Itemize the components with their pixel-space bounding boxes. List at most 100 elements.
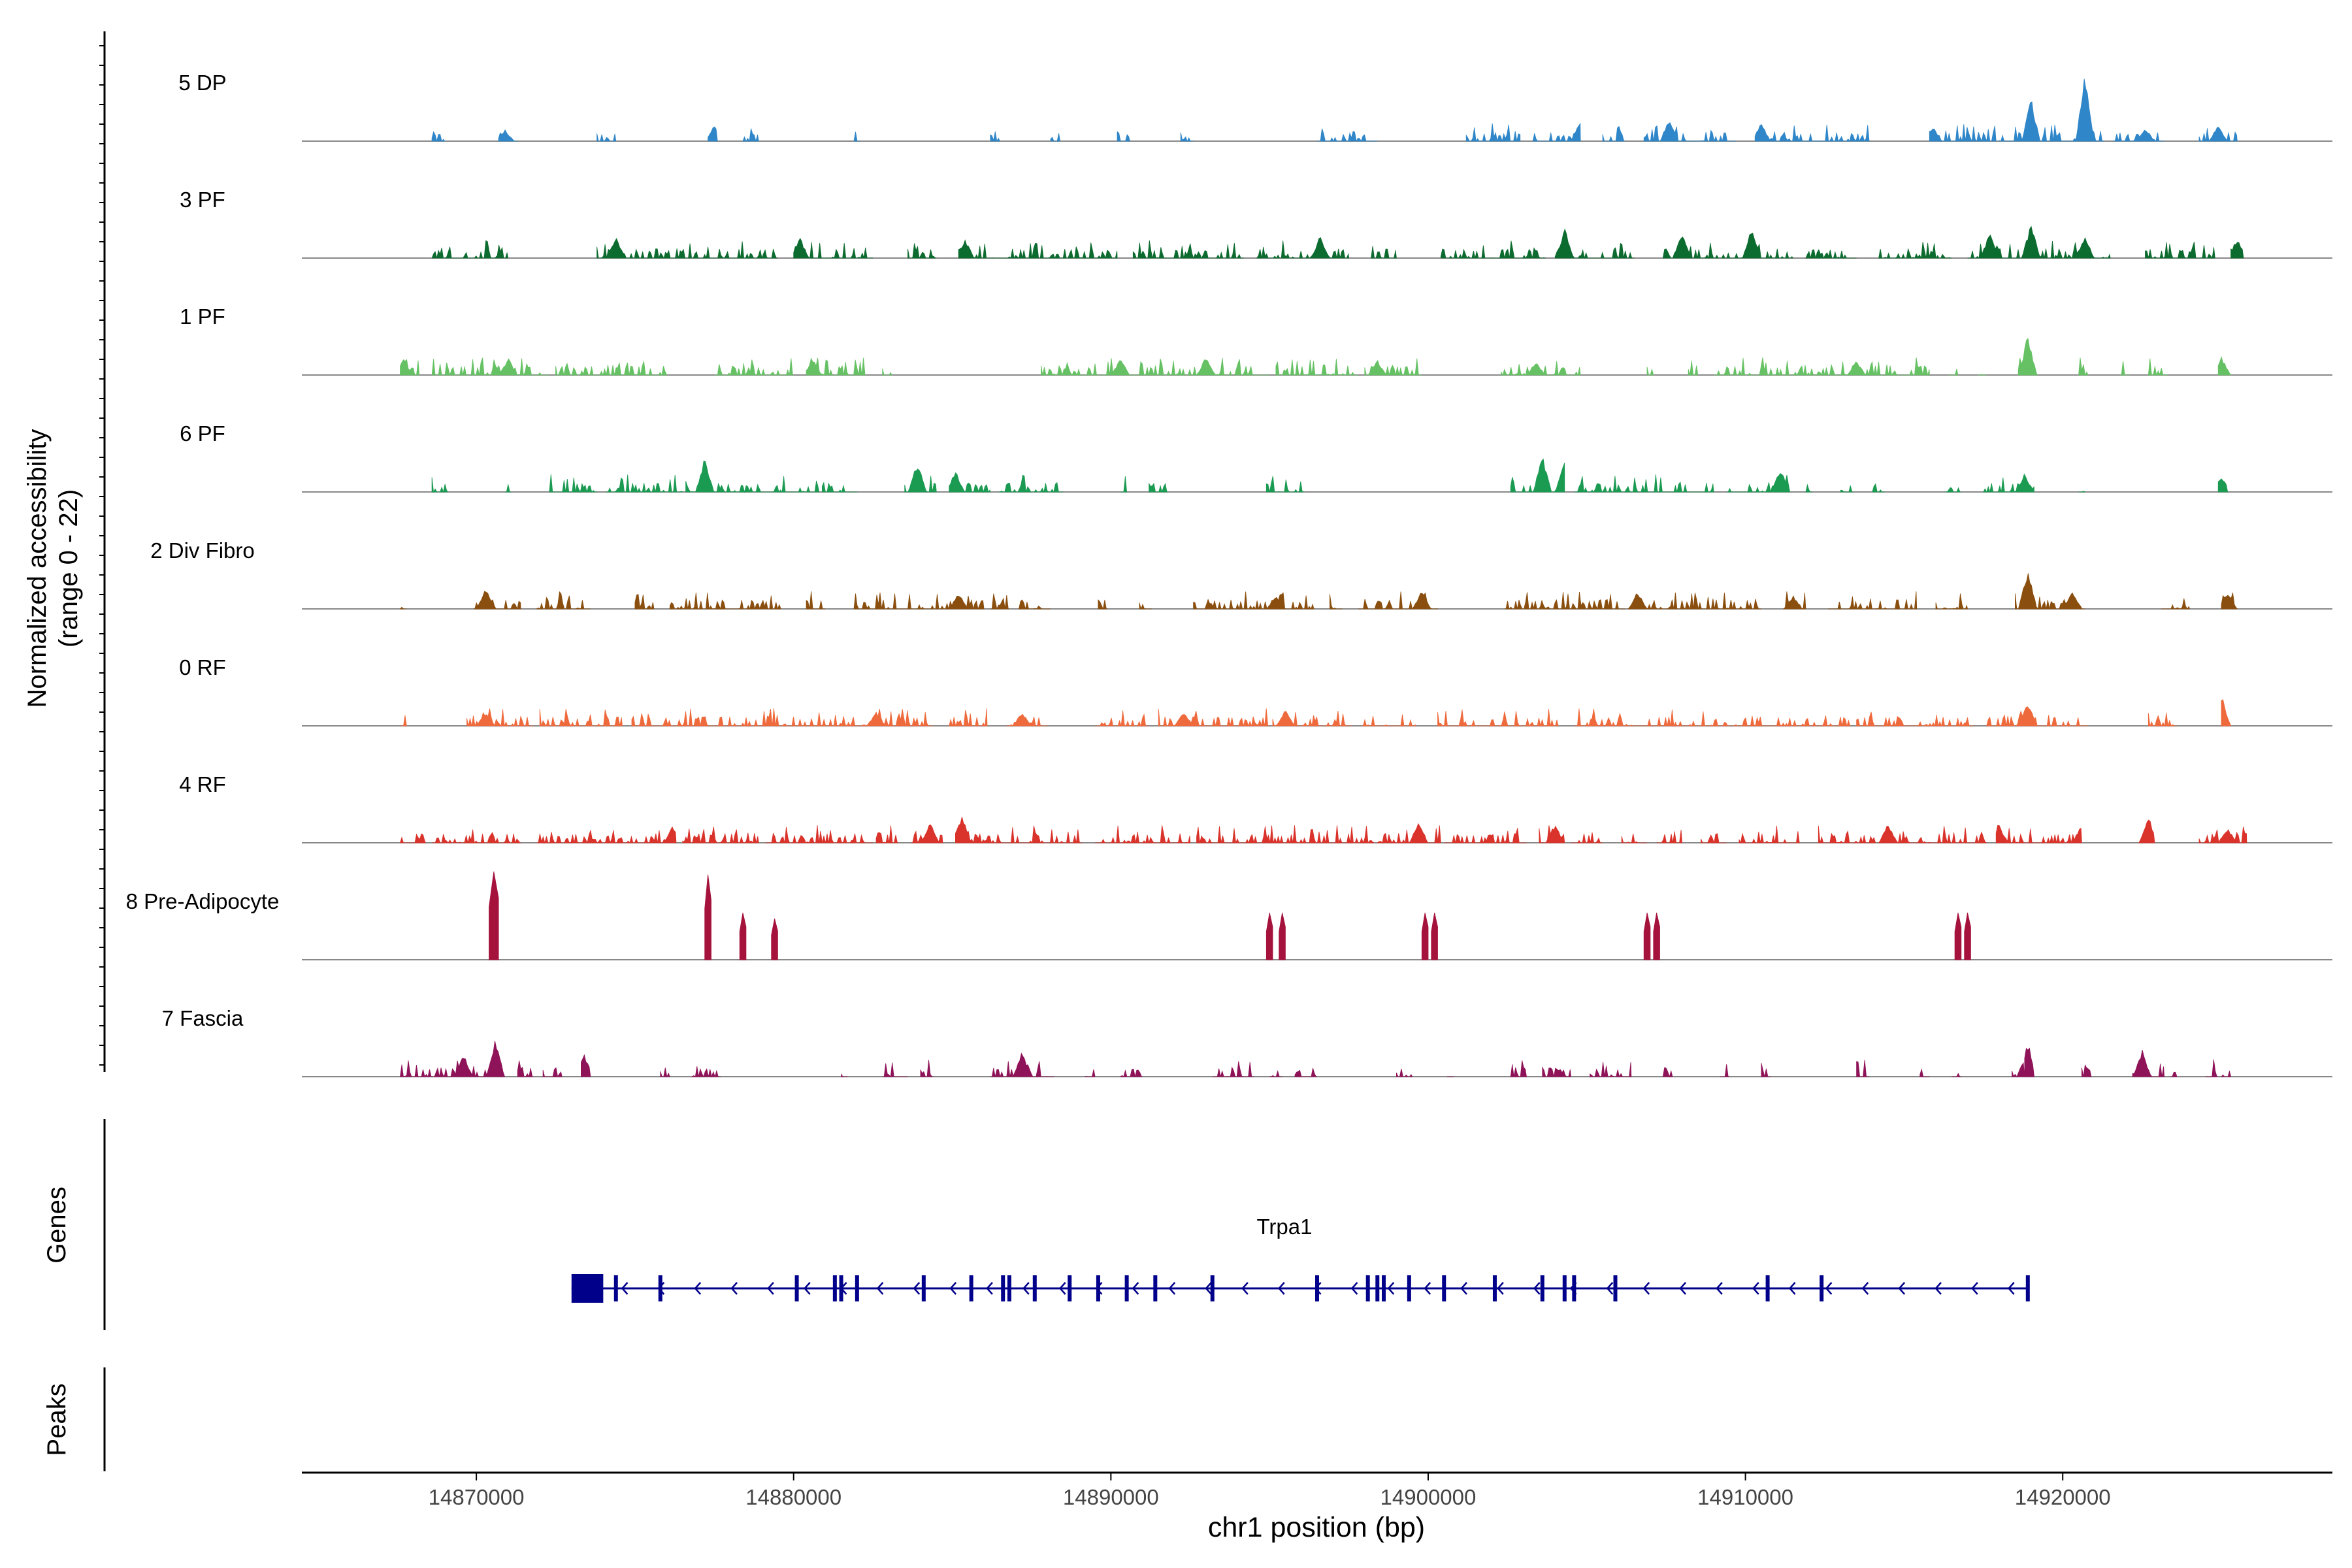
coverage-region bbox=[882, 1062, 908, 1077]
coverage-region bbox=[536, 591, 591, 610]
strand-arrow bbox=[2007, 1282, 2015, 1295]
strand-arrow bbox=[1716, 1282, 1723, 1295]
coverage-region bbox=[1158, 708, 1270, 727]
coverage-region bbox=[1421, 912, 1429, 960]
peaks-label: Peaks bbox=[42, 1383, 71, 1456]
track-label: 2 Div Fibro bbox=[150, 538, 255, 563]
coverage-region bbox=[1019, 599, 1051, 610]
y-axis-title-line2: (range 0 - 22) bbox=[54, 489, 83, 647]
coverage-region bbox=[1954, 912, 1962, 960]
coverage-region bbox=[1602, 125, 1625, 142]
coverage-region bbox=[1279, 912, 1286, 960]
coverage-region bbox=[2078, 491, 2086, 493]
gene-exon bbox=[1572, 1275, 1576, 1301]
gene-exon bbox=[1442, 1275, 1446, 1301]
strand-arrow bbox=[1788, 1282, 1796, 1295]
strand-arrow bbox=[1205, 1282, 1212, 1295]
coverage-region bbox=[1396, 1068, 1413, 1077]
track: 2 Div Fibro bbox=[150, 538, 2332, 610]
coverage-region bbox=[841, 1073, 848, 1077]
coverage-region bbox=[806, 357, 867, 376]
coverage-region bbox=[1269, 1070, 1282, 1077]
coverage-region bbox=[1945, 487, 1961, 493]
coverage-region bbox=[596, 133, 617, 142]
coverage-region bbox=[432, 829, 521, 844]
strand-arrow bbox=[1350, 1282, 1358, 1295]
track: 3 PF bbox=[180, 188, 2332, 259]
coverage-region bbox=[1437, 708, 1559, 727]
coverage-region bbox=[1726, 473, 1791, 493]
gene-exon bbox=[1407, 1275, 1411, 1301]
x-tick-label: 14900000 bbox=[1380, 1485, 1477, 1509]
coverage-region bbox=[1510, 1060, 1527, 1077]
strand-arrow bbox=[1241, 1282, 1249, 1295]
coverage-region bbox=[2138, 819, 2155, 843]
coverage-region bbox=[822, 482, 857, 493]
coverage-region bbox=[1627, 593, 1761, 610]
y-axis-title-line1: Normalized accessibility bbox=[23, 429, 52, 708]
x-tick-label: 14870000 bbox=[429, 1485, 525, 1509]
coverage-region bbox=[1571, 832, 1603, 843]
strand-arrow bbox=[621, 1282, 629, 1295]
coverage-axis bbox=[99, 31, 106, 1072]
x-tick-label: 14910000 bbox=[1697, 1485, 1793, 1509]
coverage-region bbox=[685, 461, 820, 493]
track: 6 PF bbox=[180, 421, 2332, 493]
coverage-region bbox=[2113, 129, 2164, 142]
coverage-region bbox=[739, 912, 747, 960]
gene-exon bbox=[2025, 1275, 2030, 1301]
coverage-region bbox=[1952, 1072, 1961, 1077]
track-label: 7 Fascia bbox=[162, 1006, 244, 1030]
coverage-region bbox=[708, 126, 718, 142]
coverage-region bbox=[1929, 124, 1997, 142]
x-ticks: 14870000 14880000 14890000 14900000 14910000… bbox=[429, 1473, 2111, 1509]
coverage-region bbox=[1539, 825, 1565, 843]
coverage-region bbox=[1662, 233, 1794, 259]
strand-arrow bbox=[730, 1282, 738, 1295]
strand-arrow bbox=[694, 1282, 702, 1295]
strand-arrow bbox=[1497, 1282, 1504, 1295]
gene-exon bbox=[1001, 1275, 1005, 1301]
gene-exon bbox=[1210, 1275, 1215, 1301]
coverage-region bbox=[1995, 825, 2082, 844]
coverage-region bbox=[1377, 823, 1441, 844]
coverage-region bbox=[1120, 476, 1128, 493]
strand-arrow bbox=[1569, 1282, 1577, 1295]
coverage-region bbox=[2221, 593, 2238, 610]
coverage-region bbox=[431, 477, 449, 493]
coverage-region bbox=[2082, 1064, 2092, 1077]
gene-exon bbox=[969, 1275, 973, 1301]
coverage-region bbox=[1872, 483, 1886, 493]
coverage-region bbox=[1465, 123, 1521, 142]
gene-exon bbox=[1820, 1275, 1824, 1301]
coverage-region bbox=[911, 824, 943, 843]
coverage-region bbox=[1441, 240, 1546, 259]
track-label: 6 PF bbox=[180, 421, 225, 446]
coverage-region bbox=[1330, 594, 1343, 610]
coverage-region bbox=[1362, 714, 1416, 727]
strand-arrow bbox=[1971, 1282, 1978, 1295]
coverage-region bbox=[1739, 825, 1800, 844]
genes-label: Genes bbox=[42, 1186, 71, 1264]
coverage-region bbox=[660, 1068, 670, 1078]
track-label: 3 PF bbox=[180, 188, 225, 212]
strand-arrow bbox=[1095, 1282, 1103, 1295]
coverage-region bbox=[1805, 249, 1857, 259]
coverage-region bbox=[742, 128, 759, 142]
coverage-region bbox=[1275, 359, 1359, 376]
coverage-region bbox=[2015, 573, 2085, 610]
strand-arrow bbox=[1387, 1282, 1395, 1295]
coverage-region bbox=[714, 358, 794, 376]
coverage-region bbox=[682, 826, 759, 843]
coverage-region bbox=[1986, 706, 2089, 727]
coverage-region bbox=[2221, 699, 2232, 727]
coverage-region bbox=[399, 606, 407, 610]
coverage-region bbox=[669, 593, 781, 610]
strand-arrow bbox=[1825, 1282, 1833, 1295]
coverage-region bbox=[2119, 361, 2130, 376]
strand-arrow bbox=[1679, 1282, 1686, 1295]
coverage-region bbox=[1234, 359, 1270, 376]
x-tick-label: 14880000 bbox=[745, 1485, 841, 1509]
coverage-region bbox=[998, 474, 1064, 493]
